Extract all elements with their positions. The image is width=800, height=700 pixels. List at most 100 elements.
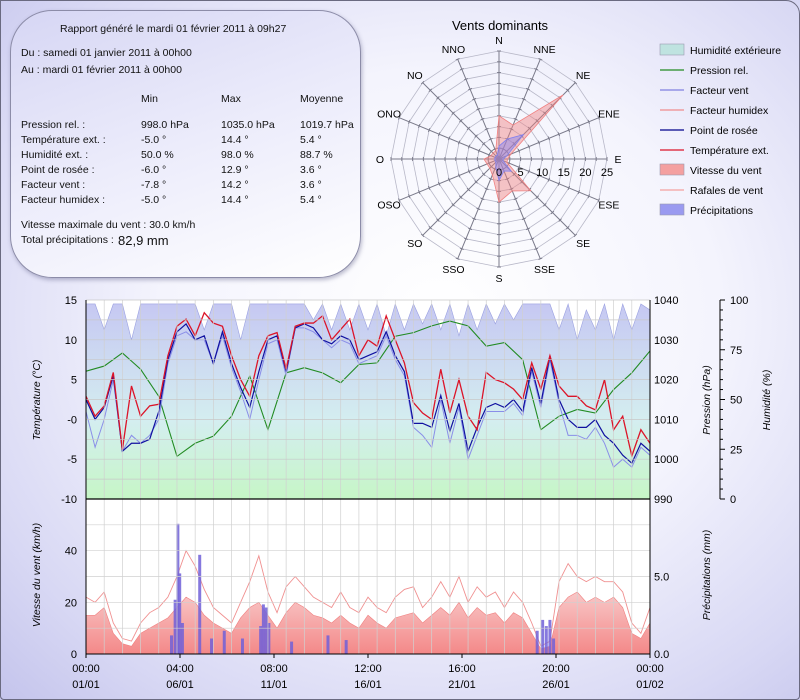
series-dew-point-line	[86, 322, 650, 465]
x-tick-date: 11/01	[261, 679, 288, 691]
legend-label: Facteur humidex	[690, 105, 769, 117]
rose-direction-label: O	[376, 154, 384, 166]
rose-tick	[530, 77, 535, 81]
rose-tick	[513, 197, 518, 201]
wind-axis-title: Vitesse du vent (km/h)	[31, 523, 43, 627]
rose-tick	[459, 247, 464, 251]
rose-tick	[474, 180, 478, 184]
rose-tick	[573, 80, 578, 85]
legend-swatch	[659, 163, 685, 176]
x-tick-time: 08:00	[260, 663, 288, 675]
humidity-tick-label: 25	[730, 444, 742, 456]
stat-label: Humidité ext. :	[21, 149, 89, 161]
stat-label: Température ext. :	[21, 134, 106, 146]
rose-tick	[474, 134, 478, 138]
col-avg: Moyenne	[300, 93, 344, 105]
rose-tick	[597, 198, 601, 203]
rose-tick	[443, 103, 448, 108]
wind-tick-label: 40	[65, 546, 77, 558]
rose-tick	[597, 115, 601, 120]
series-humidity-area	[86, 302, 650, 499]
series-wind-gust-line	[86, 549, 650, 647]
rose-tick	[476, 107, 481, 111]
rose-tick	[567, 185, 571, 190]
rain-bar	[541, 619, 545, 654]
rose-tick	[509, 127, 514, 131]
rain-bar	[290, 641, 294, 654]
stat-min: 50.0 %	[141, 149, 174, 161]
rain-bar	[173, 599, 177, 654]
wind-tick-label: 20	[65, 597, 77, 609]
x-tick-date: 06/01	[166, 679, 194, 691]
rain-tick-label: 0.0	[654, 649, 669, 661]
wind-tick-label: 0	[71, 649, 77, 661]
rose-tick	[428, 88, 433, 93]
x-tick-time: 00:00	[636, 663, 664, 675]
rain-bar	[259, 626, 263, 654]
pressure-tick-label: 990	[654, 494, 672, 506]
stat-avg: 5.4 °	[300, 194, 322, 206]
rose-tick	[457, 173, 461, 178]
rose-tick	[587, 119, 591, 124]
rose-tick	[447, 136, 451, 141]
pressure-tick-label: 1030	[654, 335, 678, 347]
rose-tick	[468, 227, 473, 231]
rain-bar	[222, 630, 226, 654]
rose-tick	[487, 152, 491, 157]
rose-scale-label: 0	[496, 167, 502, 179]
col-max: Max	[221, 93, 241, 105]
rose-tick	[488, 137, 493, 141]
rose-tick	[550, 210, 555, 215]
rose-tick	[451, 203, 455, 207]
rain-tick-label: 5.0	[654, 572, 669, 584]
temperature-tick-label: 5	[71, 375, 77, 387]
rose-tick	[489, 164, 494, 169]
legend-label: Vitesse du vent	[690, 165, 762, 177]
rose-tick	[466, 126, 471, 131]
rose-tick	[467, 169, 471, 174]
rose-tick	[468, 87, 473, 91]
rose-direction-label: NNE	[533, 44, 555, 56]
rose-direction-label: NNO	[442, 44, 465, 56]
rose-tick	[447, 177, 451, 182]
rose-tick	[525, 87, 530, 91]
report-to: Au : mardi 01 février 2011 à 00h00	[21, 64, 182, 76]
stat-label: Facteur humidex :	[21, 194, 106, 206]
rose-tick	[535, 195, 539, 199]
rose-tick	[530, 237, 535, 241]
stat-min: -7.8 °	[141, 179, 167, 191]
rose-tick	[577, 190, 581, 195]
rose-direction-label: OSO	[377, 200, 400, 212]
humidity-tick-label: 75	[730, 345, 742, 357]
legend-label: Température ext.	[690, 145, 769, 157]
rose-tick	[527, 126, 532, 131]
rose-tick	[463, 237, 468, 241]
report-summary-panel: Rapport généré le mardi 01 février 2011 …	[10, 10, 361, 278]
stat-max: 14.4 °	[221, 134, 249, 146]
rose-direction-label: E	[614, 154, 621, 166]
rose-tick	[437, 132, 441, 137]
rose-tick	[480, 197, 485, 201]
rose-tick	[484, 127, 489, 131]
rose-tick	[573, 233, 578, 238]
rain-axis-title: Précipitations (mm)	[701, 530, 713, 620]
rose-tick	[437, 181, 441, 186]
rose-tick	[427, 185, 431, 190]
rose-tick	[481, 172, 486, 177]
rose-tick	[459, 195, 463, 199]
legend-label: Précipitations	[690, 205, 753, 217]
rose-direction-label: N	[495, 35, 503, 47]
stat-avg: 3.6 °	[300, 179, 322, 191]
rose-tick	[521, 217, 526, 221]
rose-direction-label: NE	[576, 70, 591, 82]
rose-tick	[457, 140, 461, 145]
rose-direction-label: SO	[407, 238, 422, 250]
rose-tick	[397, 198, 401, 203]
rose-tick	[451, 111, 455, 115]
rose-tick	[407, 194, 411, 199]
rose-tick	[504, 164, 509, 169]
rose-direction-label: SSO	[442, 264, 464, 276]
rain-bar	[535, 630, 539, 654]
total-rain-value: 82,9 mm	[118, 233, 169, 248]
